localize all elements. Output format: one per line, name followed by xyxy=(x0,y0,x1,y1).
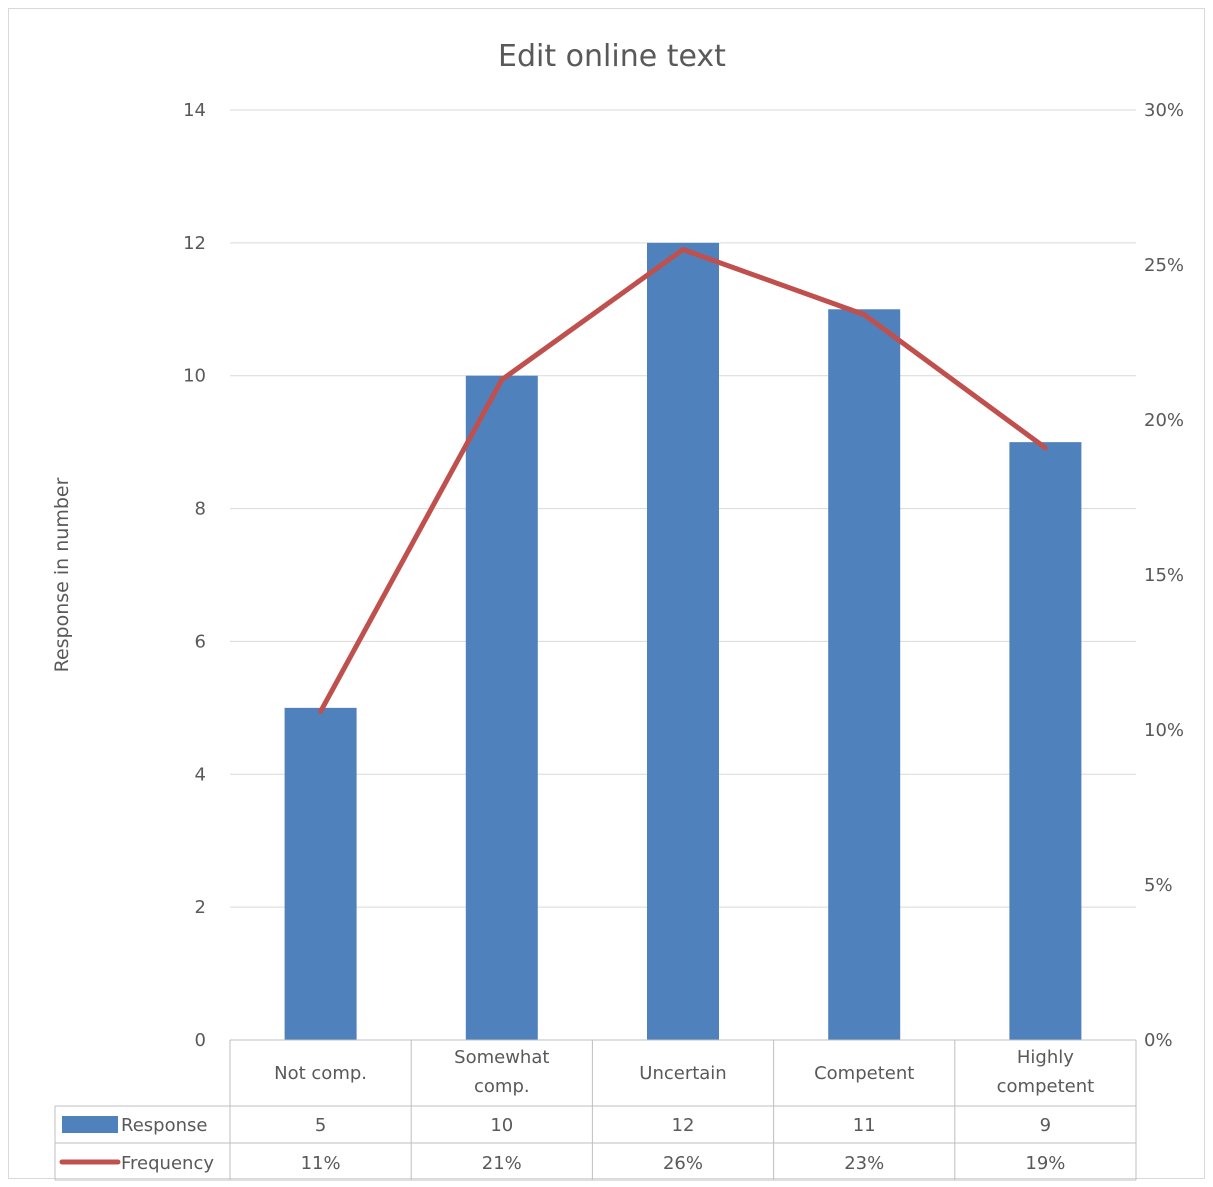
response-bars xyxy=(284,242,1082,1041)
bar-2 xyxy=(465,375,538,1040)
y2-tick-label: 10% xyxy=(1144,720,1184,741)
response-cell: 10 xyxy=(490,1115,513,1136)
category-label: Not comp. xyxy=(274,1063,367,1084)
bar-4 xyxy=(828,309,901,1040)
frequency-cell: 11% xyxy=(301,1153,341,1174)
y-tick-label: 0 xyxy=(195,1030,206,1051)
category-label: Highly competent xyxy=(997,1047,1095,1097)
y-tick-label: 12 xyxy=(183,233,206,254)
bar-5 xyxy=(1009,442,1082,1041)
category-label: Somewhat comp. xyxy=(454,1047,549,1097)
y2-tick-label: 25% xyxy=(1144,255,1184,276)
response-cell: 9 xyxy=(1040,1115,1051,1136)
y2-tick-label: 15% xyxy=(1144,565,1184,586)
frequency-cell: 26% xyxy=(663,1153,703,1174)
response-legend-label: Response xyxy=(121,1115,207,1136)
data-table: Not comp. Somewhat comp. Uncertain Competent… xyxy=(54,1039,1137,1181)
frequency-legend-label: Frequency xyxy=(121,1153,214,1174)
y2-tick-label: 5% xyxy=(1144,875,1173,896)
y2-tick-label: 20% xyxy=(1144,410,1184,431)
category-label: Uncertain xyxy=(639,1063,726,1084)
response-cell: 11 xyxy=(853,1115,876,1136)
response-cell: 12 xyxy=(672,1115,695,1136)
y-tick-label: 4 xyxy=(195,764,206,785)
chart-frame xyxy=(8,8,1205,1179)
response-legend-key xyxy=(62,1116,118,1133)
bar-3 xyxy=(647,242,719,1040)
y-tick-label: 10 xyxy=(183,366,206,387)
y-tick-label: 2 xyxy=(195,897,206,918)
frequency-cell: 19% xyxy=(1025,1153,1065,1174)
frequency-cell: 21% xyxy=(482,1153,522,1174)
category-label: Competent xyxy=(814,1063,914,1084)
y2-tick-label: 0% xyxy=(1144,1030,1173,1051)
chart-title: Edit online text xyxy=(498,39,726,74)
frequency-line xyxy=(318,247,1048,714)
y-tick-label: 8 xyxy=(195,499,206,520)
response-cell: 5 xyxy=(315,1115,326,1136)
y-axis-label: Response in number xyxy=(51,477,73,672)
y-axis-ticks: 0 2 4 6 8 10 12 14 xyxy=(183,100,206,1051)
y2-axis-ticks: 0% 5% 10% 15% 20% 25% 30% xyxy=(1144,100,1184,1051)
y-tick-label: 6 xyxy=(195,631,206,652)
y2-tick-label: 30% xyxy=(1144,100,1184,121)
y-tick-label: 14 xyxy=(183,100,206,121)
bar-1 xyxy=(284,707,357,1040)
frequency-cell: 23% xyxy=(844,1153,884,1174)
